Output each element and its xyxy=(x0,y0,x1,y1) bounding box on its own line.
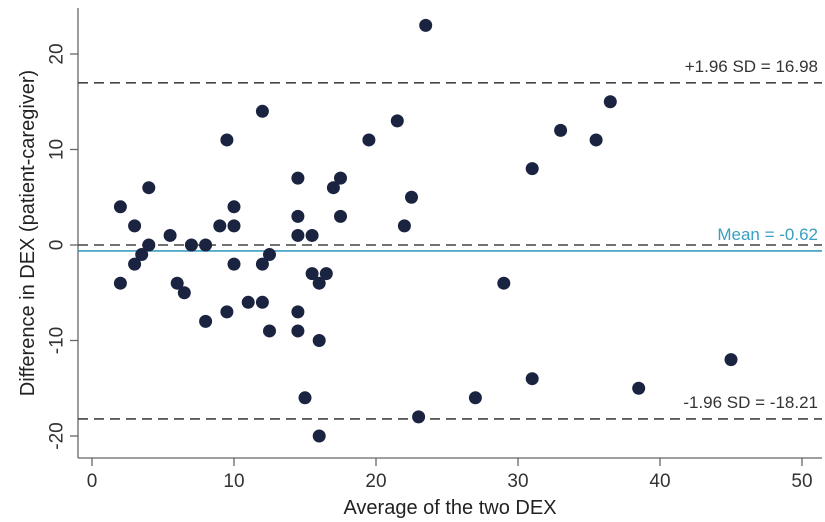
data-points xyxy=(113,18,738,443)
data-point xyxy=(326,181,340,195)
data-point xyxy=(291,324,305,338)
data-point xyxy=(312,334,326,347)
x-tick-label: 50 xyxy=(791,471,812,492)
data-point xyxy=(390,114,404,128)
data-point xyxy=(241,295,255,309)
data-point xyxy=(632,381,646,395)
x-tick-label: 20 xyxy=(365,471,386,492)
data-point xyxy=(263,248,276,262)
data-point xyxy=(213,219,227,233)
y-tick-label: 10 xyxy=(47,139,68,160)
data-point xyxy=(255,257,269,271)
data-point xyxy=(135,248,149,262)
x-axis-title: Average of the two DEX xyxy=(343,497,556,519)
data-point xyxy=(305,228,319,242)
data-point xyxy=(255,295,269,309)
data-point xyxy=(177,286,191,300)
reference-lines xyxy=(78,82,822,420)
y-ticks: -20 -10 0 10 20 xyxy=(47,43,78,450)
data-point xyxy=(263,324,276,338)
data-point xyxy=(362,133,376,147)
data-point xyxy=(305,267,319,281)
data-point xyxy=(312,276,326,290)
data-point xyxy=(525,162,539,176)
data-point xyxy=(291,209,305,223)
data-point xyxy=(405,190,418,204)
axes: -20 -10 0 10 20 0 10 20 30 40 50 xyxy=(47,8,822,492)
data-point xyxy=(468,391,482,405)
y-axis-title: Difference in DEX (patient-caregiver) xyxy=(17,70,39,396)
data-point xyxy=(184,238,198,252)
y-tick-label: 0 xyxy=(47,240,68,251)
data-point xyxy=(525,372,539,386)
data-point xyxy=(298,391,312,405)
y-tick-label: -20 xyxy=(47,422,68,449)
y-tick-label: 20 xyxy=(47,43,68,64)
data-point xyxy=(199,314,213,328)
data-point xyxy=(291,171,305,185)
mean-label: Mean = -0.62 xyxy=(717,225,818,244)
data-point xyxy=(128,257,142,271)
data-point xyxy=(334,171,347,185)
data-point xyxy=(170,276,184,290)
data-point xyxy=(113,276,127,290)
data-point xyxy=(497,276,511,290)
data-point xyxy=(291,305,305,319)
data-point xyxy=(142,238,156,252)
data-point xyxy=(142,181,156,195)
data-point xyxy=(291,228,305,242)
x-tick-label: 10 xyxy=(223,471,244,492)
data-point xyxy=(227,219,241,233)
data-point xyxy=(163,228,177,242)
data-point xyxy=(113,200,127,214)
data-point xyxy=(220,305,234,319)
x-tick-label: 30 xyxy=(507,471,528,492)
upper-loa-label: +1.96 SD = 16.98 xyxy=(685,57,818,76)
data-point xyxy=(312,429,326,443)
data-point xyxy=(199,238,213,252)
data-point xyxy=(412,410,426,424)
data-point xyxy=(419,18,433,32)
data-point xyxy=(255,104,269,118)
data-point xyxy=(227,200,241,214)
data-point xyxy=(589,133,603,147)
data-point xyxy=(227,257,241,271)
lower-loa-label: -1.96 SD = -18.21 xyxy=(683,393,818,412)
data-point xyxy=(319,267,333,281)
data-point xyxy=(603,95,617,109)
data-point xyxy=(397,219,411,233)
x-tick-label: 0 xyxy=(87,471,98,492)
data-point xyxy=(334,209,347,223)
data-point xyxy=(220,133,234,147)
x-tick-label: 40 xyxy=(649,471,670,492)
data-point xyxy=(128,219,142,233)
data-point xyxy=(554,123,568,137)
x-ticks: 0 10 20 30 40 50 xyxy=(87,458,813,492)
data-point xyxy=(724,353,738,367)
y-tick-label: -10 xyxy=(47,327,68,354)
